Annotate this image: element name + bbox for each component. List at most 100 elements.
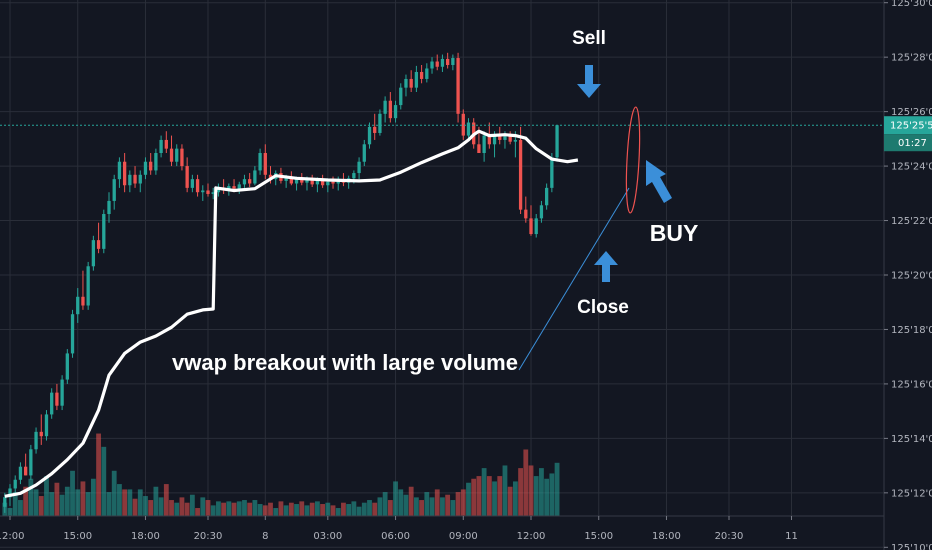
candle-body-45 — [237, 184, 241, 189]
volume-bar-106 — [554, 462, 560, 516]
volume-bar-63 — [330, 505, 336, 516]
candle-body-20 — [107, 200, 111, 215]
candle-body-37 — [195, 179, 200, 193]
candle-body-9 — [50, 392, 54, 415]
volume-bar-23 — [122, 489, 128, 516]
candle-body-80 — [419, 71, 424, 79]
candle-body-55 — [289, 176, 293, 184]
candle-body-98 — [513, 139, 518, 142]
volume-bar-38 — [200, 497, 206, 516]
candle-body-51 — [268, 174, 273, 180]
candle-body-81 — [425, 68, 429, 79]
volume-bar-77 — [403, 494, 409, 516]
x-axis: 12:00 15:00 18:00 20:30 8 03:00 06:00 09:00 12:0… — [0, 515, 884, 542]
volume-bar-27 — [143, 496, 148, 516]
candle-body-102 — [534, 218, 538, 235]
volume-bar-80 — [419, 500, 424, 516]
volume-bars — [2, 433, 560, 516]
candles — [3, 52, 559, 513]
x-tick-label-0: 12:00 — [0, 531, 24, 542]
candle-body-97 — [508, 136, 512, 142]
candle-body-73 — [383, 100, 387, 114]
candle-body-44 — [232, 186, 236, 189]
y-tick-label-7: 125'24'0 — [891, 162, 932, 173]
volume-bar-54 — [283, 505, 289, 516]
x-tick-label-8: 12:00 — [517, 531, 546, 542]
candle-body-3 — [18, 466, 23, 480]
candle-body-99 — [518, 139, 523, 210]
candle-body-68 — [357, 161, 361, 174]
breakout-highlight-ellipse — [625, 106, 641, 214]
volume-bar-105 — [549, 473, 555, 516]
candle-body-77 — [404, 78, 408, 88]
candle-body-87 — [456, 58, 460, 114]
annotation-close-label: Close — [577, 297, 629, 318]
candle-body-84 — [440, 58, 445, 67]
volume-bar-6 — [33, 489, 39, 516]
countdown-label: 01:27 — [898, 138, 927, 149]
volume-bar-58 — [304, 505, 310, 516]
volume-bar-78 — [408, 486, 414, 516]
y-tick-label-8: 125'26'0 — [891, 107, 932, 118]
x-tick-label-11: 20:30 — [715, 531, 744, 542]
volume-bar-61 — [320, 504, 326, 516]
volume-bar-11 — [59, 494, 65, 516]
annotation-vwap-breakout-label: vwap breakout with large volume — [172, 350, 518, 375]
volume-bar-5 — [28, 478, 34, 516]
volume-bar-66 — [346, 504, 352, 516]
volume-bar-34 — [179, 497, 185, 516]
volume-bar-73 — [382, 492, 388, 516]
x-tick-label-5: 03:00 — [313, 531, 342, 542]
annotation-leader-line — [518, 187, 630, 371]
volume-bar-44 — [231, 502, 237, 516]
volume-bar-103 — [539, 468, 544, 516]
candle-body-15 — [81, 296, 85, 306]
candle-body-60 — [315, 180, 320, 185]
annotation-close: Close — [577, 251, 629, 318]
candle-body-96 — [503, 136, 507, 140]
volume-bar-64 — [335, 508, 341, 516]
volume-bar-37 — [195, 508, 200, 516]
candle-body-1 — [8, 488, 12, 498]
volume-bar-104 — [544, 478, 550, 516]
y-tick-label-10: 125'30'0 — [891, 0, 932, 9]
x-tick-label-12: 11 — [785, 531, 798, 542]
candle-body-82 — [430, 61, 434, 69]
volume-bar-35 — [184, 502, 190, 516]
y-tick-label-6: 125'22'0 — [891, 216, 932, 227]
volume-bar-93 — [486, 476, 492, 516]
y-tick-label-5: 125'20'0 — [891, 271, 932, 282]
candle-body-101 — [529, 218, 533, 235]
volume-bar-47 — [247, 502, 253, 516]
candle-body-11 — [60, 379, 64, 406]
annotation-buy: BUY — [646, 160, 698, 246]
candle-body-58 — [305, 180, 309, 183]
candle-body-14 — [76, 296, 80, 315]
volume-bar-83 — [434, 489, 440, 516]
candle-body-19 — [102, 214, 106, 249]
volume-bar-68 — [356, 506, 362, 516]
volume-bar-48 — [252, 500, 258, 516]
x-tick-label-4: 8 — [262, 531, 268, 542]
candle-body-17 — [91, 240, 96, 267]
candle-body-31 — [164, 139, 168, 149]
candle-body-27 — [143, 161, 148, 175]
candle-body-28 — [149, 161, 153, 171]
candle-body-4 — [23, 466, 28, 476]
volume-bar-88 — [460, 489, 466, 516]
candle-body-16 — [86, 266, 90, 306]
candle-body-106 — [555, 125, 559, 158]
volume-bar-82 — [429, 497, 435, 516]
candle-body-59 — [310, 180, 314, 185]
candle-body-85 — [446, 58, 450, 66]
candle-body-40 — [211, 192, 215, 194]
candle-body-12 — [65, 353, 69, 380]
volume-bar-91 — [476, 476, 482, 516]
volume-bar-18 — [96, 433, 101, 516]
volume-bar-17 — [90, 478, 96, 516]
y-axis: 125'10'0 125'12'0 125'14'0 125'16'0 125'18'0… — [883, 0, 932, 550]
annotation-sell-label: Sell — [572, 28, 606, 49]
volume-bar-97 — [507, 486, 513, 516]
candle-body-61 — [320, 180, 325, 186]
